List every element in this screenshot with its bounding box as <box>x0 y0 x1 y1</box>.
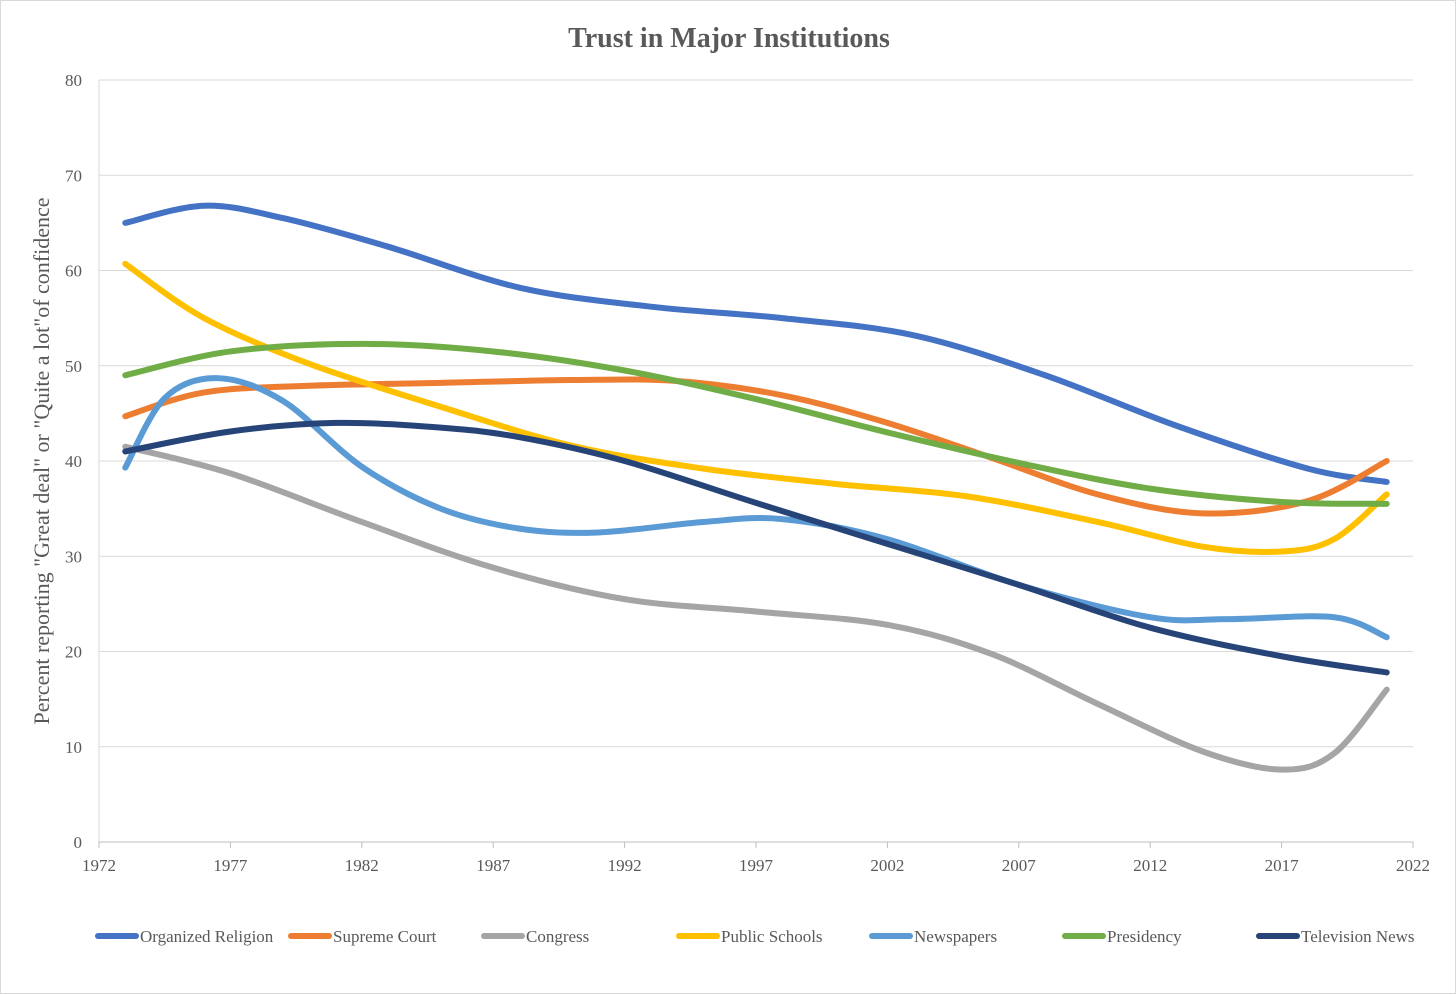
series-line-congress <box>122 443 1390 773</box>
series-line-public-schools <box>122 260 1390 555</box>
y-tick-label: 10 <box>65 738 82 757</box>
series-line-presidency <box>122 340 1390 507</box>
x-tick-label: 2022 <box>1396 856 1430 875</box>
legend-label-presidency: Presidency <box>1107 927 1182 946</box>
y-tick-label: 30 <box>65 547 82 566</box>
chart-title: Trust in Major Institutions <box>568 23 890 54</box>
x-tick-label: 1982 <box>345 856 379 875</box>
series-line-supreme-court <box>122 376 1390 517</box>
x-tick-label: 1987 <box>476 856 511 875</box>
x-tick-label: 2017 <box>1265 856 1300 875</box>
y-tick-labels: 0 10 20 30 40 50 60 70 80 <box>65 71 82 852</box>
x-tick-label: 2012 <box>1133 856 1167 875</box>
x-tick-label: 1992 <box>608 856 642 875</box>
y-tick-label: 80 <box>65 71 82 90</box>
x-tick-labels: 1972 1977 1982 1987 1992 1997 2002 2007 2012 2017… <box>82 842 1430 875</box>
x-tick-label: 1972 <box>82 856 116 875</box>
y-tick-label: 70 <box>65 166 82 185</box>
y-tick-label: 60 <box>65 262 82 281</box>
x-tick-label: 2002 <box>870 856 904 875</box>
x-tick-label: 1997 <box>739 856 774 875</box>
series-line-newspapers <box>122 375 1390 641</box>
y-tick-label: 20 <box>65 643 82 662</box>
y-tick-label: 50 <box>65 357 82 376</box>
series-line-organized-religion <box>122 202 1390 485</box>
y-tick-label: 0 <box>74 833 83 852</box>
y-axis-label: Percent reporting "Great deal" or "Quite… <box>29 197 54 724</box>
legend-label-organized-religion: Organized Religion <box>140 927 274 946</box>
series-lines <box>122 202 1390 773</box>
legend-label-congress: Congress <box>526 927 589 946</box>
series-line-television-news <box>122 419 1390 676</box>
legend-label-television-news: Television News <box>1301 927 1415 946</box>
legend-label-public-schools: Public Schools <box>721 927 823 946</box>
x-tick-label: 2007 <box>1002 856 1037 875</box>
x-tick-label: 1977 <box>213 856 248 875</box>
legend-label-supreme-court: Supreme Court <box>333 927 437 946</box>
legend-label-newspapers: Newspapers <box>914 927 997 946</box>
legend: Organized Religion Supreme Court Congress P… <box>95 927 1415 946</box>
gridlines <box>98 79 1413 842</box>
y-tick-label: 40 <box>65 452 82 471</box>
